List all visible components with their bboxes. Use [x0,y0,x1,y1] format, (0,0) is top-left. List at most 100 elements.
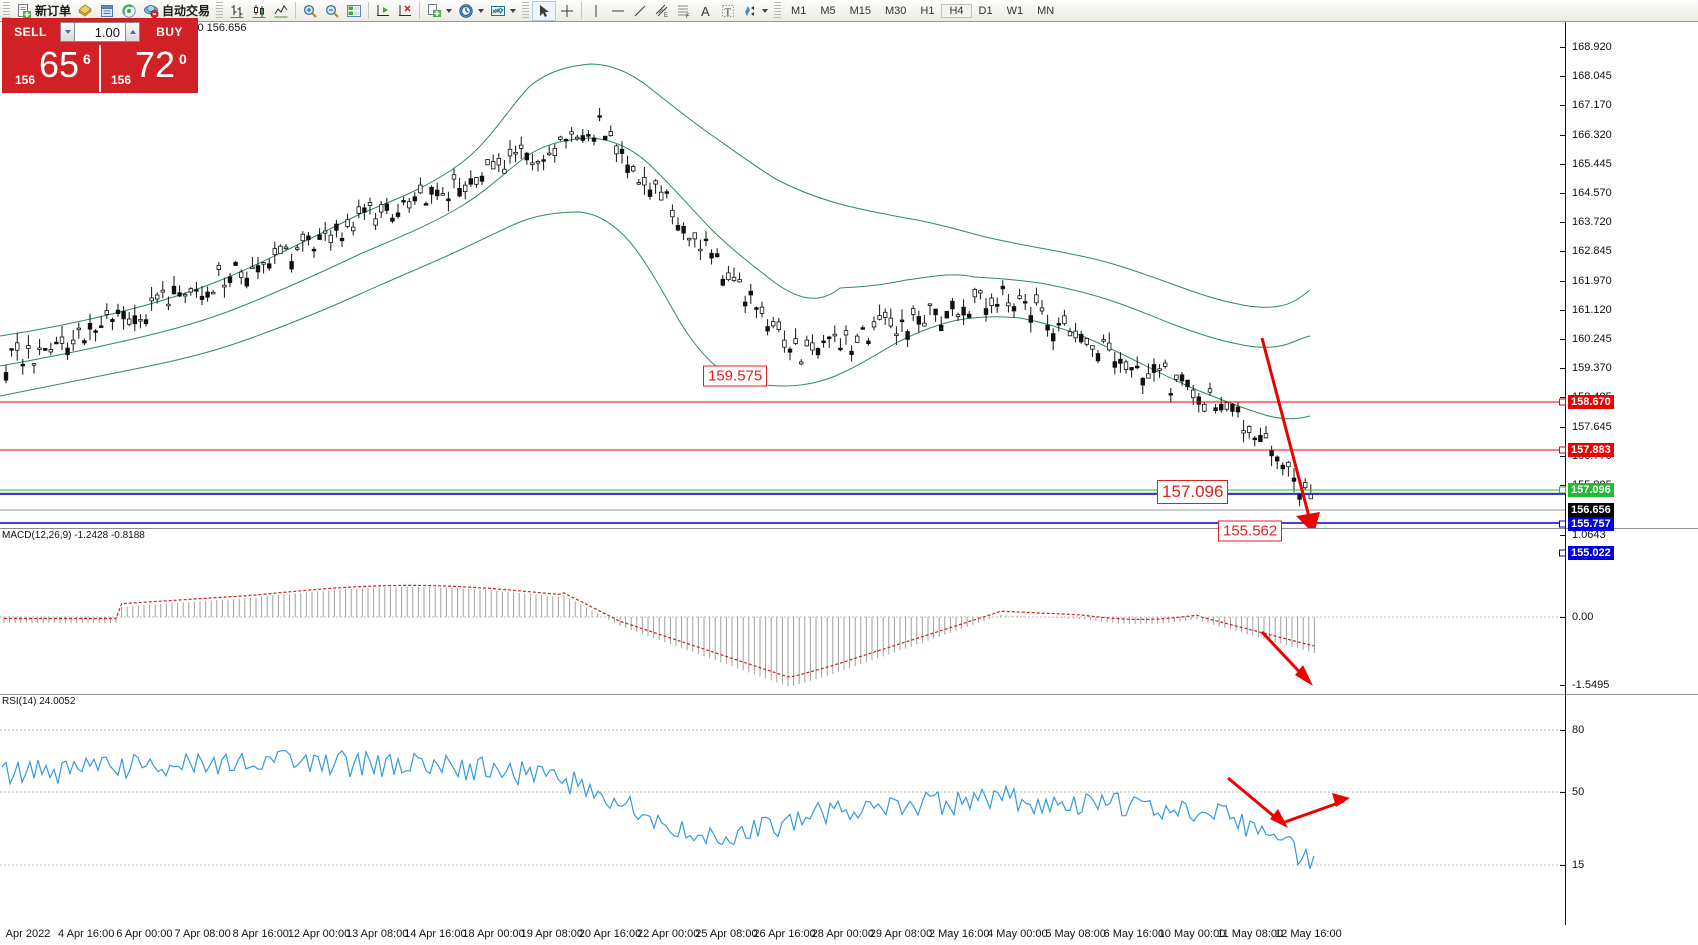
vertical-line-tool-button[interactable] [585,1,607,21]
price-level-tag-current-price[interactable]: 156.656 [1568,503,1614,517]
timeframe-h1[interactable]: H1 [920,4,935,17]
volume-decrement-button[interactable] [60,22,75,42]
price-pane[interactable] [0,36,1698,528]
horizontal-line-tool-button[interactable] [607,1,629,21]
note-157096[interactable]: 157.096 [1157,480,1229,504]
price-level-tag-target-green[interactable]: 157.096 [1568,483,1614,497]
price-level-tag-resistance-2[interactable]: 157.883 [1568,443,1614,457]
chart-grid-icon [346,3,362,19]
shapes-tool-button[interactable] [739,1,771,21]
time-axis-label: 26 Apr 16:00 [753,928,816,940]
indicators-button[interactable] [423,1,455,21]
timeframe-m30[interactable]: M30 [885,4,907,17]
macd-tick-label: 1.0643 [1572,529,1606,541]
toolbar-grip-4[interactable] [774,1,782,20]
timeframe-m5[interactable]: M5 [820,4,836,17]
zoom-out-button[interactable] [321,1,343,21]
autotrading-button[interactable]: 自动交易 [140,1,213,21]
bar-chart-button[interactable] [226,1,248,21]
trendline-tool-button[interactable] [629,1,651,21]
price-level-handle-resistance-2[interactable] [1559,446,1566,454]
chart-grid-button[interactable] [343,1,365,21]
rsi-pane[interactable]: RSI(14) 24.0052 [0,695,1698,945]
sell-button[interactable]: SELL [3,19,58,45]
one-click-trading-panel[interactable]: SELL 1.00 BUY 156 65 6 156 72 0 [2,18,198,93]
price-level-tag-resistance-1[interactable]: 158.670 [1568,395,1614,409]
price-tick-label: 165.445 [1572,157,1612,170]
equidistant-channel-tool-button[interactable]: E [651,1,673,21]
chevron-down-icon-vol [64,30,71,34]
timeframe-m15[interactable]: M15 [849,4,871,17]
price-tick-label: 157.645 [1572,420,1612,433]
price-level-handle-support-1[interactable] [1559,520,1566,528]
signals-button[interactable] [118,1,140,21]
timeframe-m1[interactable]: M1 [791,4,807,17]
candlestick-chart-button[interactable] [248,1,270,21]
price-level-handle-resistance-1[interactable] [1559,398,1566,406]
data-window-button[interactable] [96,1,118,21]
sell-price-fraction: 6 [83,51,91,67]
time-axis-label: 10 May 00:00 [1158,928,1226,940]
price-level-tag-support-2[interactable]: 155.022 [1568,546,1614,560]
time-axis-label: 20 Apr 16:00 [578,928,642,940]
new-order-button[interactable]: 新订单 [13,1,74,21]
price-level-tag-support-1[interactable]: 155.757 [1568,517,1614,531]
toolbar-grip-3[interactable] [522,1,530,20]
price-tick-label: 168.920 [1572,41,1612,53]
price-level-handle-support-2[interactable] [1559,549,1566,557]
toolbar-separator-3 [419,2,421,19]
crosshair-icon [559,3,575,19]
zoom-in-button[interactable] [299,1,321,21]
chart-shift-button[interactable] [372,1,394,21]
toolbar-grip-2[interactable] [216,1,224,20]
price-tick-mark [1560,105,1565,107]
candlestick-chart-icon [251,3,267,19]
buy-price-display[interactable]: 156 72 0 [99,45,197,92]
time-axis[interactable]: Apr 2022 4 Apr 16:00 6 Apr 00:00 7 Apr 08:0… [0,925,1698,945]
macd-indicator-label: MACD(12,26,9) -1.2428 -0.8188 [2,530,145,541]
horizontal-line-icon [610,3,626,19]
chevron-down-icon-3[interactable] [510,8,517,13]
toolbar-grip[interactable] [3,1,10,20]
auto-scroll-button[interactable] [394,1,416,21]
expert-advisor-button[interactable] [74,1,96,21]
buy-button[interactable]: BUY [142,19,197,45]
timeframe-d1[interactable]: D1 [978,4,993,17]
chevron-down-icon[interactable] [446,8,453,13]
chevron-down-icon-4[interactable] [762,8,769,13]
buy-price-prefix: 156 [111,73,132,87]
note-159575[interactable]: 159.575 [703,365,768,387]
time-axis-label: 25 Apr 08:00 [695,928,758,940]
price-level-handle-target-green[interactable] [1559,486,1566,494]
timeframe-mn[interactable]: MN [1037,4,1055,17]
note-155562[interactable]: 155.562 [1218,520,1283,542]
price-tick-mark [1560,455,1565,457]
text-label-tool-button[interactable]: T [717,1,739,21]
line-chart-button[interactable] [270,1,292,21]
volume-input[interactable]: 1.00 [75,22,125,42]
text-tool-button[interactable]: A [695,1,717,21]
one-click-top-row: SELL 1.00 BUY [3,19,197,45]
period-button[interactable] [455,1,487,21]
macd-pane[interactable]: MACD(12,26,9) -1.2428 -0.8188 [0,529,1698,694]
data-window-icon [99,3,115,19]
time-axis-label: 8 Apr 16:00 [232,928,289,940]
price-tick-label: 161.120 [1572,303,1612,316]
price-tick-label: 159.370 [1572,362,1612,375]
chevron-down-icon-2[interactable] [478,8,485,13]
crosshair-tool-button[interactable] [556,1,578,21]
volume-control[interactable]: 1.00 [58,19,142,45]
templates-button[interactable] [487,1,519,21]
fibonacci-tool-button[interactable]: F [673,1,695,21]
timeframe-w1[interactable]: W1 [1006,4,1024,17]
sell-price-display[interactable]: 156 65 6 [3,45,99,92]
expert-advisor-icon [77,3,93,19]
candlestick-series [3,108,1313,507]
zoom-out-icon [324,3,340,19]
volume-increment-button[interactable] [125,22,140,42]
timeframe-h4[interactable]: H4 [941,3,972,18]
chart-window[interactable]: GBPJPY-,H4 156.590 156.693 156.440 156.6… [0,22,1698,945]
rsi-pane-divider [0,694,1698,695]
time-axis-label: 4 May 00:00 [987,928,1048,940]
cursor-tool-button[interactable] [532,0,557,21]
